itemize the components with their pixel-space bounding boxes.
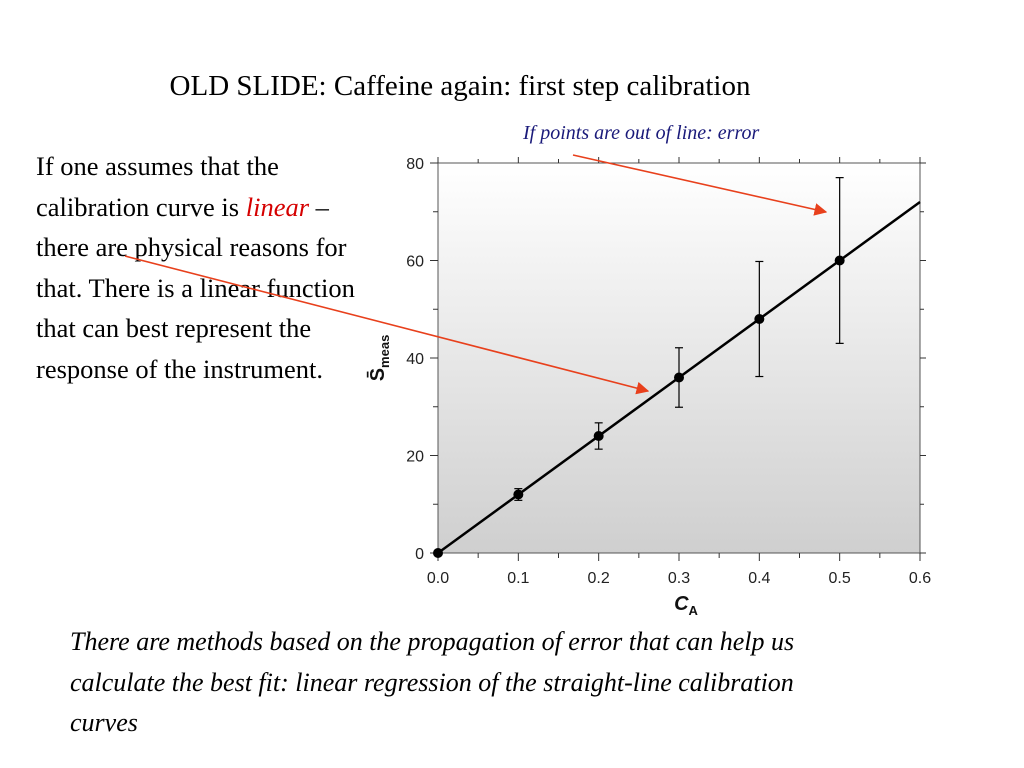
data-points-layer bbox=[433, 177, 845, 558]
y-tick-label-4: 80 bbox=[406, 156, 424, 173]
linear-highlight: linear bbox=[245, 191, 310, 222]
data-point-2 bbox=[593, 431, 604, 441]
bottom-paragraph: There are methods based on the propagati… bbox=[70, 627, 795, 737]
data-point-0 bbox=[433, 548, 443, 558]
linear-arrow bbox=[124, 255, 650, 395]
x-tick-label-0: 0.0 bbox=[427, 570, 449, 587]
slide-title: OLD SLIDE: Caffeine again: first step ca… bbox=[169, 70, 751, 102]
y-tick-label-0: 0 bbox=[415, 546, 424, 563]
y-tick-label-3: 60 bbox=[406, 254, 424, 271]
error-arrow bbox=[572, 154, 828, 216]
y-axis-title: S̄meas bbox=[367, 335, 392, 382]
x-tick-label-1: 0.1 bbox=[507, 570, 529, 587]
x-axis-title: CA bbox=[674, 593, 698, 618]
axis-labels: 0.0 0.1 0.2 0.3 0.4 0.5 0.6 0 20 40 60 80 CA S̄meas bbox=[367, 156, 932, 618]
x-tick-label-3: 0.3 bbox=[668, 570, 690, 587]
error-annotation: If points are out of line: error bbox=[523, 122, 760, 144]
left-paragraph-part1: If one assumes that the calibration curv… bbox=[36, 151, 279, 222]
x-tick-label-5: 0.5 bbox=[829, 570, 851, 587]
x-tick-label-6: 0.6 bbox=[909, 570, 931, 587]
data-point-1 bbox=[513, 489, 524, 500]
left-paragraph-part2: – there are physical reasons for that. T… bbox=[36, 191, 355, 384]
y-tick-label-1: 20 bbox=[406, 449, 424, 466]
x-tick-label-4: 0.4 bbox=[748, 570, 770, 587]
data-point-4 bbox=[754, 314, 765, 324]
x-tick-label-2: 0.2 bbox=[588, 570, 610, 587]
data-point-3 bbox=[674, 372, 684, 383]
left-paragraph: If one assumes that the calibration curv… bbox=[36, 146, 366, 389]
data-point-5 bbox=[834, 255, 845, 266]
y-tick-label-2: 40 bbox=[406, 351, 424, 368]
